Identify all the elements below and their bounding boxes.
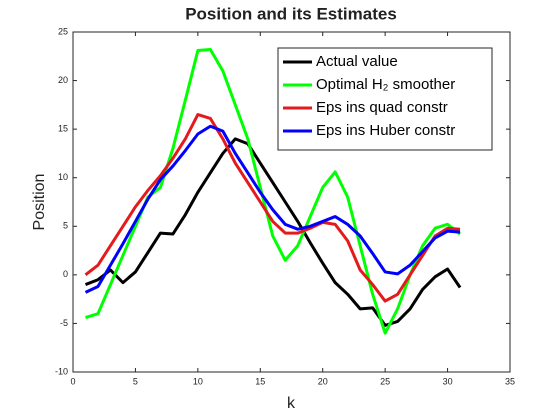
y-tick-label: -10 (55, 366, 68, 376)
series-line (84, 113, 461, 303)
x-tick-label: 5 (133, 376, 138, 386)
x-axis-label: k (287, 395, 296, 412)
x-tick-label: 15 (255, 376, 265, 386)
x-tick-label: 35 (505, 376, 515, 386)
chart-title: Position and its Estimates (185, 4, 397, 23)
y-tick-label: 5 (63, 221, 68, 231)
y-tick-label: 20 (58, 75, 68, 85)
legend-label: Actual value (316, 53, 398, 70)
y-tick-label: 25 (58, 26, 68, 36)
y-tick-label: 10 (58, 172, 68, 182)
x-tick-label: 25 (380, 376, 390, 386)
y-tick-label: 15 (58, 124, 68, 134)
legend-label: Eps ins quad constr (316, 99, 448, 116)
x-tick-label: 30 (443, 376, 453, 386)
series-line (84, 137, 462, 327)
series-line (84, 124, 461, 294)
y-tick-label: 0 (63, 269, 68, 279)
legend-label: Eps ins Huber constr (316, 122, 455, 139)
x-tick-label: 10 (193, 376, 203, 386)
x-tick-label: 20 (318, 376, 328, 386)
legend-box (277, 47, 493, 151)
y-axis-label: Position (31, 174, 48, 231)
y-tick-label: -5 (60, 318, 68, 328)
legend-label: Optimal H₂ smoother (316, 76, 455, 93)
x-tick-label: 0 (70, 376, 75, 386)
